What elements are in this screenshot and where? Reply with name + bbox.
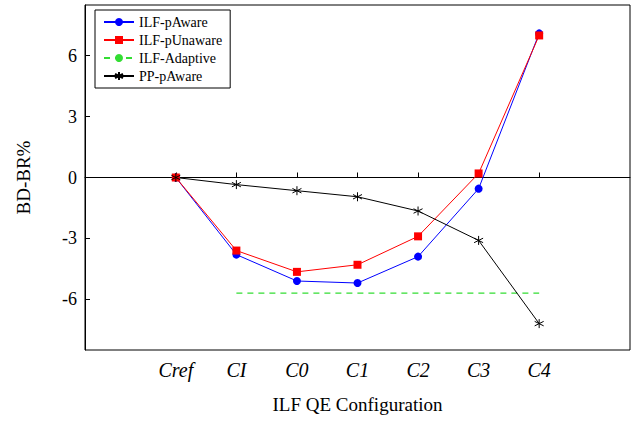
svg-text:C1: C1: [346, 359, 369, 381]
svg-text:BD-BR%: BD-BR%: [13, 140, 34, 214]
svg-text:ILF-Adaptive: ILF-Adaptive: [139, 51, 216, 66]
svg-text:PP-pAware: PP-pAware: [139, 69, 202, 84]
svg-text:C0: C0: [285, 359, 308, 381]
svg-text:CI: CI: [226, 359, 247, 381]
svg-text:ILF-pUnaware: ILF-pUnaware: [139, 33, 222, 48]
svg-text:C2: C2: [406, 359, 429, 381]
svg-text:3: 3: [68, 107, 77, 127]
svg-text:Cref: Cref: [158, 359, 195, 382]
svg-text:6: 6: [68, 46, 77, 66]
svg-text:ILF QE Configuration: ILF QE Configuration: [273, 394, 443, 415]
svg-text:ILF-pAware: ILF-pAware: [139, 15, 208, 30]
svg-text:-3: -3: [62, 228, 77, 248]
svg-text:-6: -6: [62, 289, 77, 309]
svg-text:C4: C4: [527, 359, 550, 381]
svg-text:C3: C3: [467, 359, 490, 381]
svg-text:0: 0: [68, 168, 77, 188]
